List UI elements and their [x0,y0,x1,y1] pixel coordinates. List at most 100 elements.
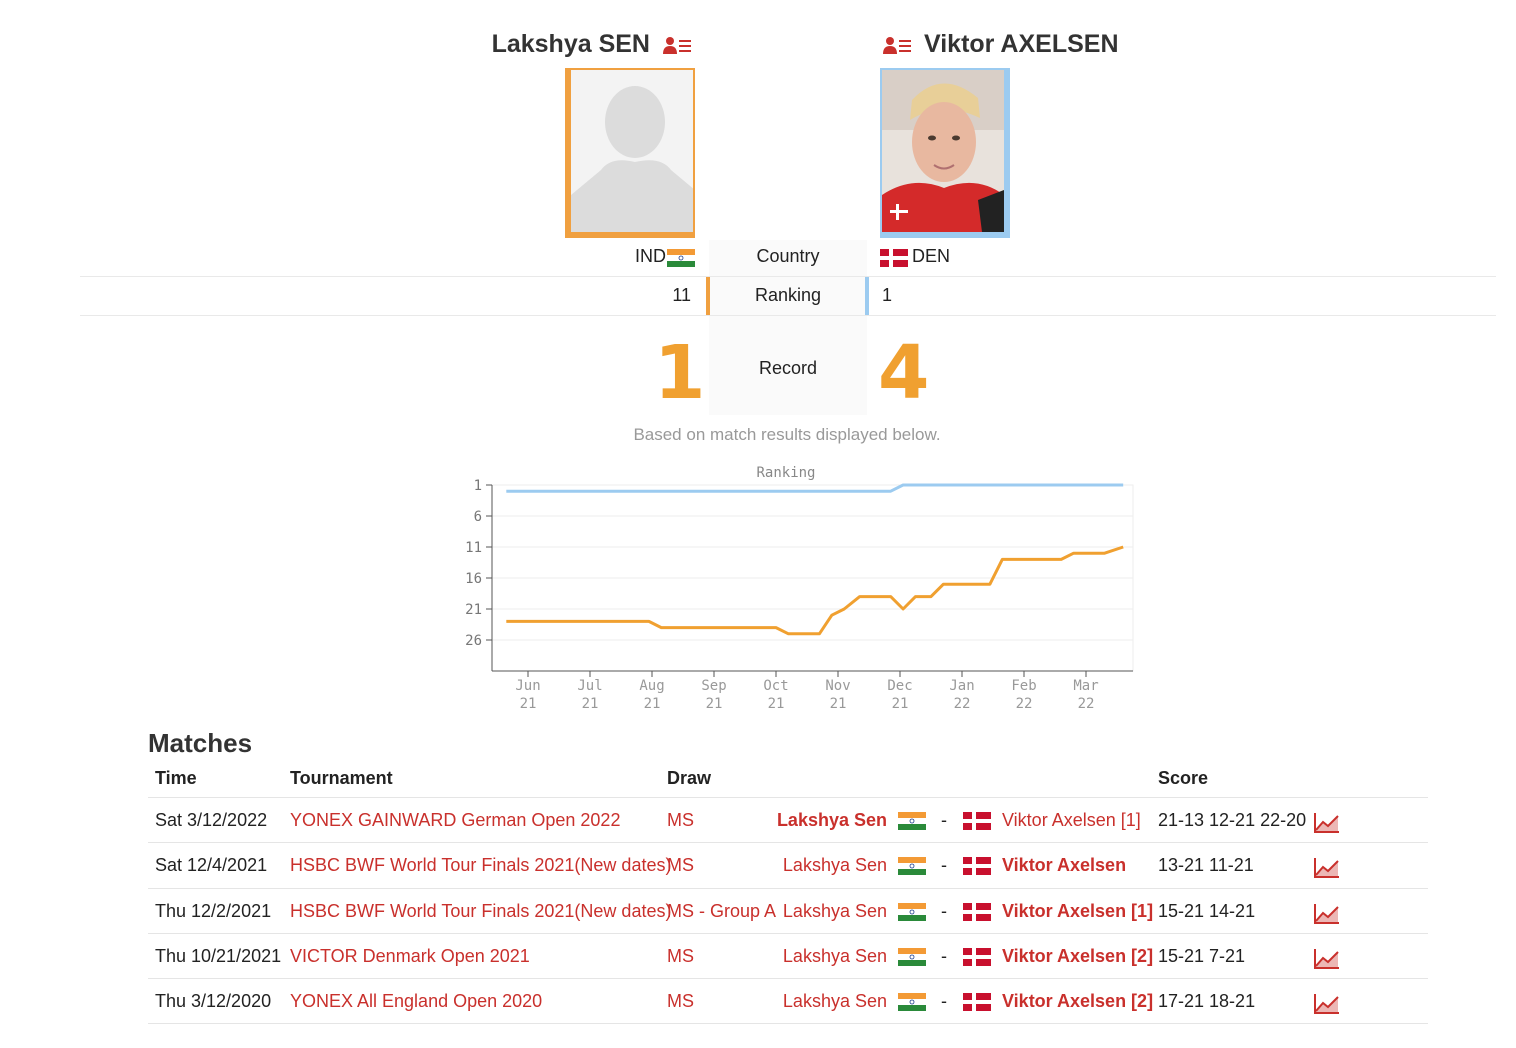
player-right-ranking: 1 [882,285,893,305]
match-player1-link[interactable]: Lakshya Sen [782,991,887,1012]
chart-y-tick-label: 21 [465,602,482,618]
flag-india-icon [898,993,926,1012]
record-note: Based on match results displayed below. [633,425,941,444]
divider [80,315,1496,316]
match-player2-link[interactable]: Viktor Axelsen [2] [1002,991,1154,1012]
match-time: Sat 3/12/2022 [155,810,268,830]
chart-x-tick-label: 21 [892,696,909,712]
chart-x-tick-label: 22 [1078,696,1095,712]
flag-denmark-icon [963,857,991,876]
player-profile-icon[interactable] [882,35,912,55]
match-time: Thu 10/21/2021 [155,945,282,966]
chart-y-tick-label: 1 [474,478,482,494]
player-left-name-text[interactable]: Lakshya SEN [491,30,650,58]
chart-x-tick-label: 22 [954,696,971,712]
flag-denmark-icon [880,249,908,267]
match-separator: - [941,991,947,1012]
match-draw-link[interactable]: MS - Group A [667,900,777,921]
player-left-name[interactable]: Lakshya SEN [492,30,692,59]
chart-y-tick-label: 26 [465,633,482,649]
record-label: Record [758,358,818,378]
match-player1-link[interactable]: Lakshya Sen [782,855,887,876]
match-stats-chart-icon[interactable] [1313,855,1341,879]
header-time: Time [155,768,197,788]
chart-x-tick-label: 21 [706,696,723,712]
flag-denmark-icon [963,947,991,966]
chart-x-tick-label: 21 [520,696,537,712]
match-draw-link[interactable]: MS [667,991,694,1012]
chart-series-line [506,483,1124,493]
match-score: 21-13 12-21 22-20 [1158,810,1307,830]
chart-x-tick-label: Jul [577,678,602,694]
chart-x-tick-label: 21 [582,696,599,712]
chart-x-tick-label: Aug [639,678,664,694]
match-player2-link[interactable]: Viktor Axelsen [1002,855,1127,876]
match-score: 15-21 14-21 [1158,900,1256,921]
header-draw: Draw [667,768,712,788]
flag-denmark-icon [963,993,991,1012]
match-draw-link[interactable]: MS [667,810,694,830]
match-score: 17-21 18-21 [1158,991,1256,1012]
flag-india-icon [898,812,926,830]
chart-y-tick-label: 11 [465,540,482,556]
table-row: Thu 3/12/2020 YONEX All England Open 2020… [148,978,1428,1023]
matches-title: Matches [148,728,253,758]
ranking-chart: Ranking1611162126Jun21Jul21Aug21Sep21Oct… [465,465,1134,712]
player-right-photo [880,68,1010,238]
match-tournament-link[interactable]: YONEX GAINWARD German Open 2022 [290,810,621,830]
player-photo [882,70,1004,232]
match-stats-chart-icon[interactable] [1313,810,1341,834]
match-player1-link[interactable]: Lakshya Sen [782,945,887,966]
flag-india-icon [667,249,695,267]
player-left-ranking: 11 [672,285,691,305]
match-separator: - [941,945,947,966]
match-stats-chart-icon[interactable] [1313,946,1341,970]
chart-x-tick-label: 22 [1016,696,1033,712]
player-right-name[interactable]: Viktor AXELSEN [882,30,1119,59]
chart-x-tick-label: Sep [701,678,726,694]
ranking-bar-right [865,277,869,315]
divider [148,1023,1428,1024]
player-left-country-code: IND [635,246,666,266]
match-tournament-link[interactable]: VICTOR Denmark Open 2021 [290,945,530,966]
match-separator: - [941,900,947,921]
chart-series-line [506,545,1124,636]
player-left-country: IND [635,246,666,267]
match-player1-link[interactable]: Lakshya Sen [776,810,887,830]
match-separator: - [941,855,947,876]
header-score: Score [1158,768,1209,788]
match-score: 15-21 7-21 [1158,945,1246,966]
divider [80,276,1496,277]
chart-x-tick-label: 21 [644,696,661,712]
table-row: Thu 10/21/2021 VICTOR Denmark Open 2021 MS… [148,932,1428,978]
match-stats-chart-icon[interactable] [1313,991,1341,1015]
match-player2-link[interactable]: Viktor Axelsen [1] [1002,810,1141,830]
country-label: Country [756,246,820,266]
match-tournament-link[interactable]: YONEX All England Open 2020 [290,991,543,1012]
player-right-name-text[interactable]: Viktor AXELSEN [924,30,1119,58]
player-left-photo [565,68,695,238]
match-player1-link[interactable]: Lakshya Sen [782,900,887,921]
chart-x-tick-label: Feb [1011,678,1036,694]
match-player2-link[interactable]: Viktor Axelsen [2] [1002,945,1154,966]
match-tournament-link[interactable]: HSBC BWF World Tour Finals 2021(New date… [290,855,672,876]
chart-x-tick-label: Nov [825,678,850,694]
chart-x-tick-label: Dec [887,678,912,694]
flag-india-icon [898,857,926,876]
ranking-bar-left [706,277,710,315]
table-row: Sat 3/12/2022 YONEX GAINWARD German Open … [148,797,1428,842]
flag-india-icon [898,947,926,966]
player-profile-icon[interactable] [662,35,692,55]
match-stats-chart-icon[interactable] [1313,901,1341,925]
match-time: Thu 3/12/2020 [155,991,272,1012]
match-player2-link[interactable]: Viktor Axelsen [1] [1002,900,1154,921]
match-draw-link[interactable]: MS [667,945,694,966]
flag-india-icon [898,902,926,921]
silhouette-placeholder-icon [571,70,693,232]
match-draw-link[interactable]: MS [667,855,694,876]
match-tournament-link[interactable]: HSBC BWF World Tour Finals 2021(New date… [290,900,672,921]
flag-denmark-icon [963,812,991,830]
ranking-label: Ranking [754,285,822,305]
match-time: Sat 12/4/2021 [155,855,268,876]
chart-x-tick-label: 21 [768,696,785,712]
